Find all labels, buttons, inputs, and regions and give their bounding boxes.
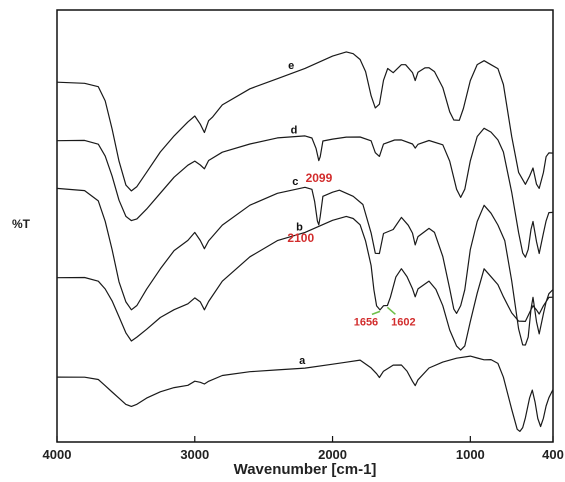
annotation-arrow (371, 310, 381, 316)
series-line-e (56, 51, 554, 192)
series-label-b: b (296, 222, 303, 234)
x-axis: 4000 3000 2000 1000 400 (43, 436, 564, 462)
series-layer (56, 51, 554, 432)
series-label-c: c (292, 176, 298, 188)
x-tick-label: 4000 (43, 447, 72, 462)
x-axis-title: Wavenumber [cm-1] (234, 461, 377, 478)
annotation-layer: 2099 2100 1656 1602 (287, 171, 415, 328)
series-label-layer: e d c b a (288, 60, 306, 367)
peak-annotation-2100: 2100 (287, 231, 314, 245)
series-line-b (56, 215, 554, 351)
plot-area: e d c b a 2099 2100 1656 1602 (56, 9, 554, 443)
peak-annotation-1602: 1602 (391, 316, 415, 328)
x-tick-label: 1000 (456, 447, 485, 462)
series-label-e: e (288, 60, 294, 72)
series-label-d: d (291, 124, 298, 136)
plot-frame (56, 9, 554, 443)
x-tick-label: 3000 (180, 447, 209, 462)
series-label-a: a (299, 355, 306, 367)
x-tick-label: 2000 (318, 447, 347, 462)
series-line-a (56, 355, 554, 432)
series-line-c (56, 186, 554, 346)
x-tick-label: 400 (542, 447, 564, 462)
series-line-d (56, 127, 554, 258)
peak-annotation-1656: 1656 (354, 316, 378, 328)
y-axis-title: %T (12, 217, 31, 231)
peak-annotation-2099: 2099 (306, 171, 333, 185)
annotation-arrow (386, 306, 396, 315)
